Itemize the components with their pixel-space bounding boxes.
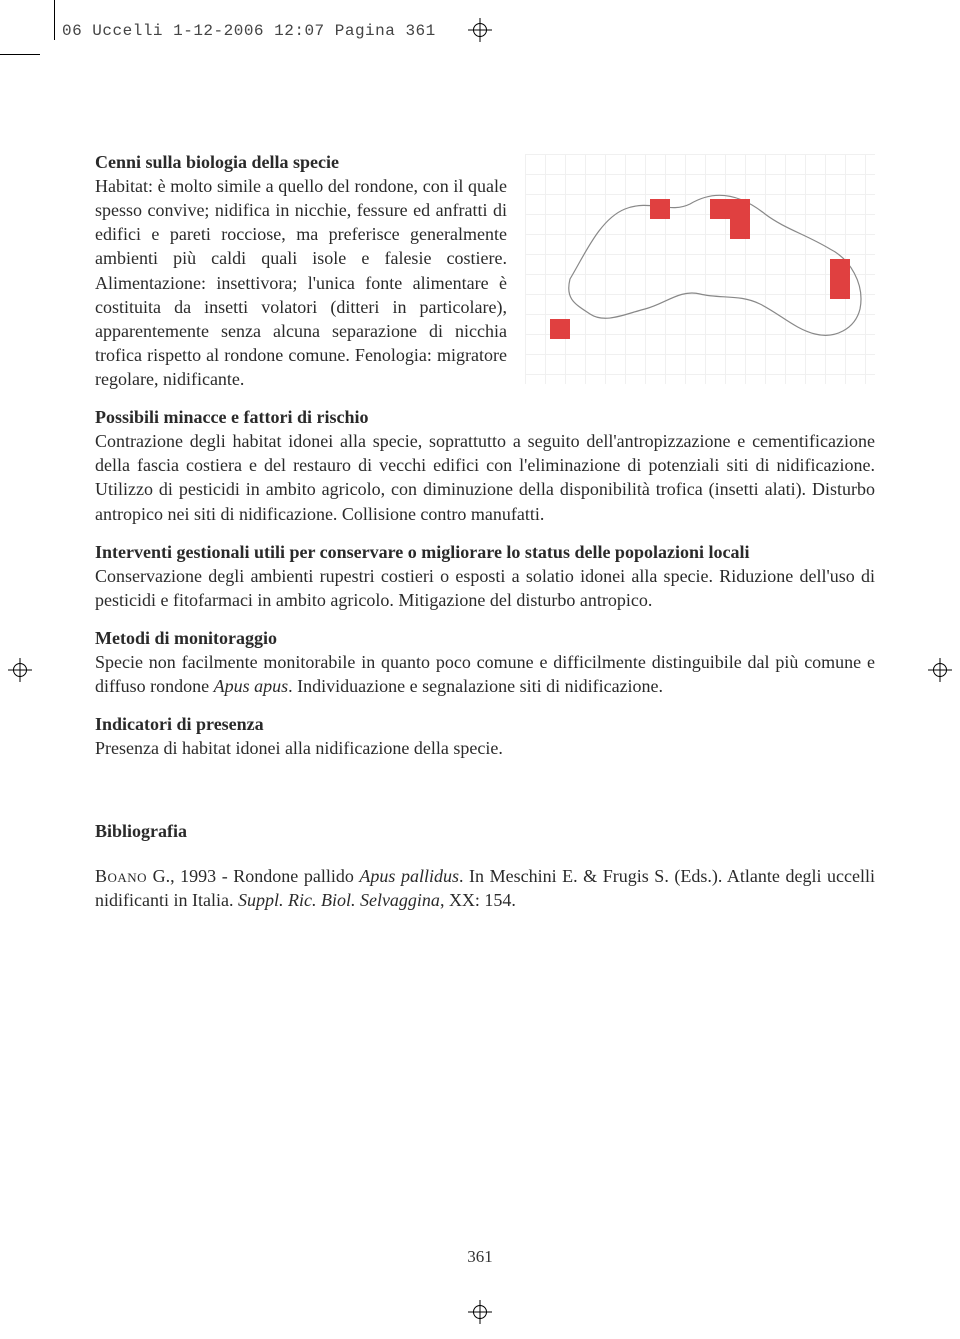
registration-mark-icon <box>8 658 32 682</box>
running-head: 06 Uccelli 1-12-2006 12:07 Pagina 361 <box>62 22 436 40</box>
page-content: Cenni sulla biologia della specie Habita… <box>95 150 875 1249</box>
map-highlight-cell <box>650 199 670 219</box>
map-highlight-cells <box>550 199 850 339</box>
entry-text: G., 1993 - Rondone pallido <box>147 866 359 886</box>
crop-mark <box>54 0 55 40</box>
registration-mark-icon <box>928 658 952 682</box>
crop-mark <box>0 54 40 55</box>
map-highlight-cell <box>830 259 850 299</box>
section-management: Interventi gestionali utili per conserva… <box>95 540 875 612</box>
entry-text: , XX: 154. <box>440 890 516 910</box>
section-body: Presenza di habitat idonei alla nidifica… <box>95 738 503 758</box>
section-title: Possibili minacce e fattori di rischio <box>95 405 875 429</box>
map-highlight-cell <box>710 199 750 219</box>
bibliography-entry: Boano G., 1993 - Rondone pallido Apus pa… <box>95 864 875 912</box>
registration-mark-icon <box>468 1300 492 1324</box>
species-name: Apus apus <box>214 676 289 696</box>
section-monitoring: Metodi di monitoraggio Specie non facilm… <box>95 626 875 698</box>
map-highlight-cell <box>730 219 750 239</box>
distribution-map <box>525 154 875 384</box>
section-body: Contrazione degli habitat idonei alla sp… <box>95 431 875 523</box>
registration-mark-icon <box>468 18 492 42</box>
species-name: Apus pallidus <box>359 866 459 886</box>
page-number: 361 <box>467 1247 493 1267</box>
section-body-b: . Individuazione e segnalazione siti di … <box>288 676 663 696</box>
section-body: Conservazione degli ambienti rupestri co… <box>95 566 875 610</box>
map-outline <box>530 159 870 379</box>
section-title: Metodi di monitoraggio <box>95 626 875 650</box>
section-title: Indicatori di presenza <box>95 712 875 736</box>
journal-name: Suppl. Ric. Biol. Selvaggina <box>238 890 440 910</box>
section-title: Interventi gestionali utili per conserva… <box>95 540 875 564</box>
bibliography-title: Bibliografia <box>95 821 875 842</box>
section-indicators: Indicatori di presenza Presenza di habit… <box>95 712 875 760</box>
section-body: Habitat: è molto simile a quello del ron… <box>95 176 507 389</box>
map-highlight-cell <box>550 319 570 339</box>
author-name: Boano <box>95 866 147 886</box>
section-threats: Possibili minacce e fattori di rischio C… <box>95 405 875 526</box>
